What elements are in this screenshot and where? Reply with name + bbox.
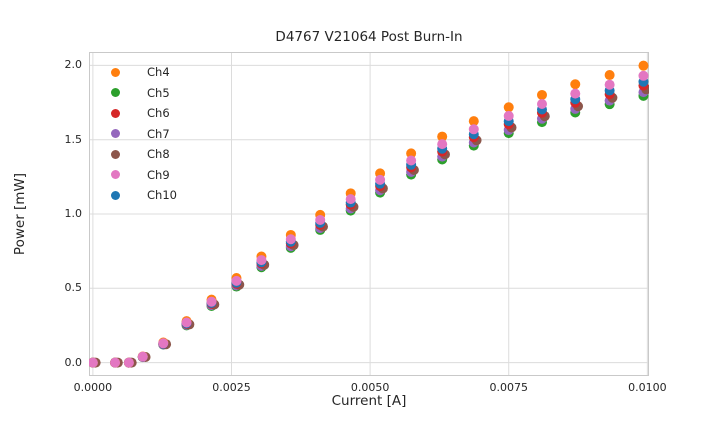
data-point-Ch9 xyxy=(285,234,296,245)
data-point-Ch4 xyxy=(570,79,581,90)
data-point-Ch9 xyxy=(89,357,98,368)
legend-item-Ch5: Ch5 xyxy=(111,83,170,103)
plot-border xyxy=(89,52,649,376)
Ch4-marker-icon xyxy=(111,67,120,77)
data-point-Ch9 xyxy=(123,357,134,368)
data-point-Ch4 xyxy=(604,70,615,81)
data-point-Ch9 xyxy=(206,296,217,307)
data-point-Ch9 xyxy=(315,214,326,225)
legend-item-Ch9: Ch9 xyxy=(111,165,170,185)
legend-label: Ch9 xyxy=(147,167,170,182)
legend-label: Ch4 xyxy=(147,65,170,79)
plot-area xyxy=(89,52,649,376)
data-point-Ch9 xyxy=(503,110,514,121)
y-axis-label: Power [mW] xyxy=(12,172,28,256)
x-tick-label: 0.0000 xyxy=(73,381,113,394)
data-point-Ch4 xyxy=(638,60,649,71)
legend-item-Ch4: Ch4 xyxy=(111,62,170,82)
data-point-Ch9 xyxy=(536,99,547,110)
x-tick-label: 0.0100 xyxy=(628,381,667,394)
data-point-Ch9 xyxy=(468,124,479,135)
data-point-Ch9 xyxy=(256,255,267,266)
x-tick-label: 0.0050 xyxy=(350,381,390,394)
y-tick-label: 0.5 xyxy=(64,281,83,295)
data-point-Ch9 xyxy=(406,155,417,166)
data-point-Ch9 xyxy=(638,70,649,81)
data-point-Ch4 xyxy=(437,131,448,142)
Ch9-marker-icon xyxy=(111,170,120,179)
data-point-Ch4 xyxy=(468,116,479,127)
data-point-Ch9 xyxy=(137,351,148,362)
legend-item-Ch6: Ch6 xyxy=(111,103,170,123)
Ch8-marker-icon xyxy=(111,149,120,159)
data-point-Ch4 xyxy=(503,102,514,113)
x-tick-label: 0.0025 xyxy=(212,381,251,394)
chart-title: D4767 V21064 Post Burn-In xyxy=(275,29,463,45)
data-point-Ch9 xyxy=(570,88,581,99)
y-tick-label: 1.0 xyxy=(64,207,83,220)
y-tick-label: 0.0 xyxy=(64,355,83,369)
data-point-Ch9 xyxy=(181,317,192,328)
data-point-Ch9 xyxy=(604,79,615,90)
legend-label: Ch6 xyxy=(147,106,170,120)
legend-item-Ch7: Ch7 xyxy=(111,124,170,144)
data-point-Ch4 xyxy=(536,89,547,100)
data-point-Ch9 xyxy=(110,357,121,368)
Ch6-marker-icon xyxy=(111,108,120,118)
x-axis-label: Current [A] xyxy=(331,393,407,409)
legend-label: Ch5 xyxy=(147,85,170,100)
data-point-Ch9 xyxy=(158,338,169,349)
data-point-Ch9 xyxy=(231,275,242,286)
legend-item-Ch8: Ch8 xyxy=(111,144,170,164)
y-tick-label: 2.0 xyxy=(64,58,83,72)
legend-item-Ch10: Ch10 xyxy=(111,185,177,205)
x-tick-label: 0.0075 xyxy=(489,381,528,394)
Ch5-marker-icon xyxy=(111,88,120,97)
legend-label: Ch7 xyxy=(147,126,170,141)
Ch7-marker-icon xyxy=(111,129,120,138)
data-point-Ch9 xyxy=(375,174,386,185)
y-tick-label: 1.5 xyxy=(64,132,83,146)
Ch10-marker-icon xyxy=(111,190,120,200)
data-point-Ch9 xyxy=(437,139,448,150)
legend-label: Ch10 xyxy=(147,188,177,202)
data-point-Ch4 xyxy=(406,148,417,159)
legend-label: Ch8 xyxy=(147,147,170,161)
data-point-Ch9 xyxy=(345,194,356,205)
